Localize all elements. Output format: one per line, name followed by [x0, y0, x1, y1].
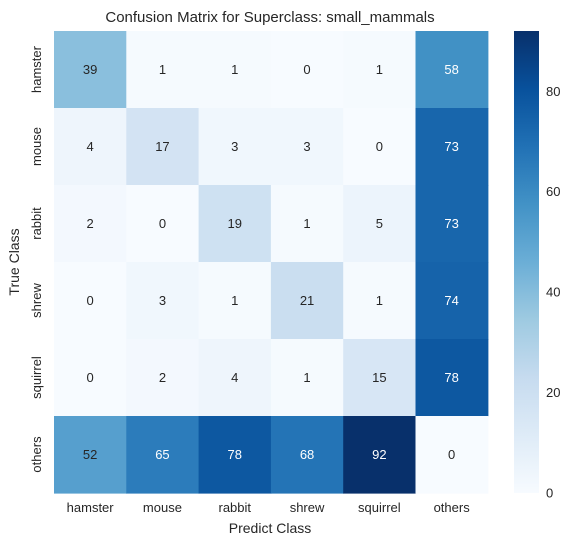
y-tick-labels: hamster mouse rabbit shrew squirrel others — [29, 45, 44, 472]
cell-value-label: 19 — [228, 216, 242, 231]
cell-value-label: 52 — [83, 447, 97, 462]
x-tick-label: others — [434, 500, 471, 515]
y-tick-label: shrew — [29, 283, 44, 318]
cell-value-label: 73 — [444, 139, 458, 154]
cell-value-label: 78 — [444, 370, 458, 385]
cell-value-label: 1 — [159, 62, 166, 77]
cell-value-label: 3 — [159, 293, 166, 308]
cell-value-label: 0 — [376, 139, 383, 154]
colorbar-tick-label: 60 — [546, 184, 560, 199]
y-tick-label: rabbit — [29, 207, 44, 240]
cell-value-label: 0 — [87, 293, 94, 308]
cell-value-label: 17 — [155, 139, 169, 154]
cell-value-label: 2 — [87, 216, 94, 231]
x-tick-label: rabbit — [218, 500, 251, 515]
cell-value-label: 1 — [376, 62, 383, 77]
cell-value-label: 74 — [444, 293, 458, 308]
cell-value-label: 1 — [303, 216, 310, 231]
cell-value-label: 2 — [159, 370, 166, 385]
cell-value-label: 15 — [372, 370, 386, 385]
colorbar-ticks: 0 20 40 60 80 — [546, 84, 560, 501]
y-tick-label: squirrel — [29, 356, 44, 399]
y-axis-label: True Class — [6, 228, 22, 295]
cell-value-label: 4 — [87, 139, 94, 154]
cell-value-label: 65 — [155, 447, 169, 462]
cell-value-label: 0 — [448, 447, 455, 462]
cell-value-label: 5 — [376, 216, 383, 231]
colorbar — [514, 31, 539, 493]
colorbar-tick-label: 40 — [546, 285, 560, 300]
cell-value-label: 1 — [376, 293, 383, 308]
x-tick-label: shrew — [290, 500, 325, 515]
cell-value-label: 92 — [372, 447, 386, 462]
cell-value-label: 0 — [159, 216, 166, 231]
y-tick-label: others — [29, 436, 44, 473]
x-tick-labels: hamster mouse rabbit shrew squirrel others — [67, 500, 471, 515]
x-tick-label: squirrel — [358, 500, 401, 515]
cell-value-label: 39 — [83, 62, 97, 77]
colorbar-tick-label: 0 — [546, 486, 553, 501]
cell-value-label: 0 — [303, 62, 310, 77]
cell-value-label: 4 — [231, 370, 238, 385]
cell-value-label: 58 — [444, 62, 458, 77]
cell-value-label: 21 — [300, 293, 314, 308]
cell-value-label: 3 — [303, 139, 310, 154]
colorbar-tick-label: 80 — [546, 84, 560, 99]
chart-title: Confusion Matrix for Superclass: small_m… — [105, 9, 434, 26]
y-tick-label: mouse — [29, 127, 44, 166]
cell-value-label: 3 — [231, 139, 238, 154]
cell-value-label: 78 — [228, 447, 242, 462]
x-tick-label: hamster — [67, 500, 115, 515]
cell-value-label: 73 — [444, 216, 458, 231]
cell-value-label: 0 — [87, 370, 94, 385]
heatmap-cells: 39 1 1 0 1 584 17 3 3 0 732 0 19 1 5 730 3 1 21 1 740 2 4 1 15 78… — [54, 31, 488, 494]
x-axis-label: Predict Class — [229, 520, 311, 536]
y-tick-label: hamster — [29, 45, 44, 93]
cell-value-label: 68 — [300, 447, 314, 462]
cell-value-label: 1 — [303, 370, 310, 385]
colorbar-tick-label: 20 — [546, 385, 560, 400]
cell-value-label: 1 — [231, 293, 238, 308]
x-tick-label: mouse — [143, 500, 182, 515]
cell-value-label: 1 — [231, 62, 238, 77]
